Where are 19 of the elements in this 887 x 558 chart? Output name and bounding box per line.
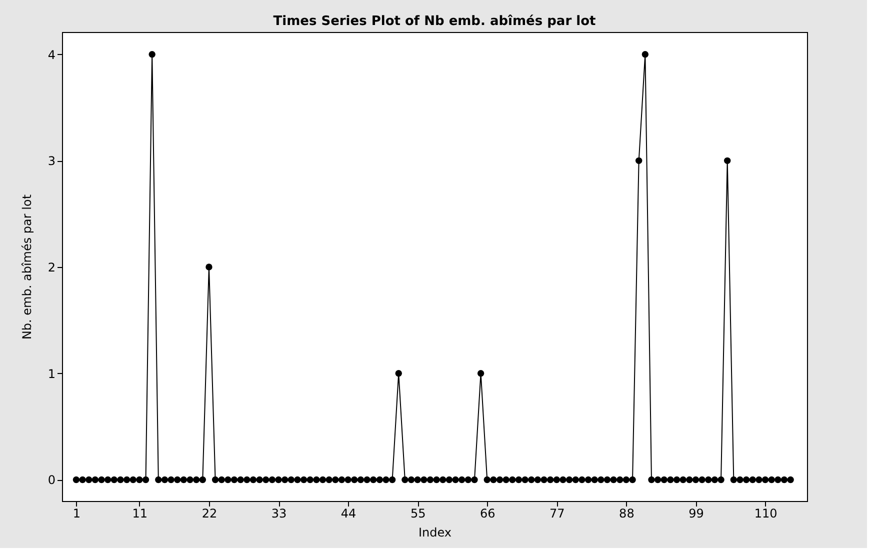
x-tick-label: 33 [271,506,287,520]
y-tick-label: 0 [48,473,56,488]
y-tick-label: 2 [48,260,56,275]
y-tick-label: 1 [48,366,56,381]
x-tick-label: 110 [754,506,778,520]
chart-title: Times Series Plot of Nb emb. abîmés par lot [273,14,596,29]
x-tick-label: 22 [202,506,218,520]
y-axis-title: Nb. emb. abîmés par lot [20,194,34,340]
x-tick-label: 77 [550,506,565,520]
x-tick-label: 44 [340,506,356,520]
x-axis-title: Index [418,526,452,540]
x-tick-label: 88 [619,506,634,520]
x-tick-label: 99 [688,506,704,520]
y-tick-label: 4 [48,48,56,62]
y-tick-label: 3 [48,154,56,168]
x-tick-label: 11 [132,506,148,520]
x-tick-label: 66 [480,506,496,520]
x-tick-label: 1 [72,506,81,520]
x-tick-label: 55 [410,506,426,520]
